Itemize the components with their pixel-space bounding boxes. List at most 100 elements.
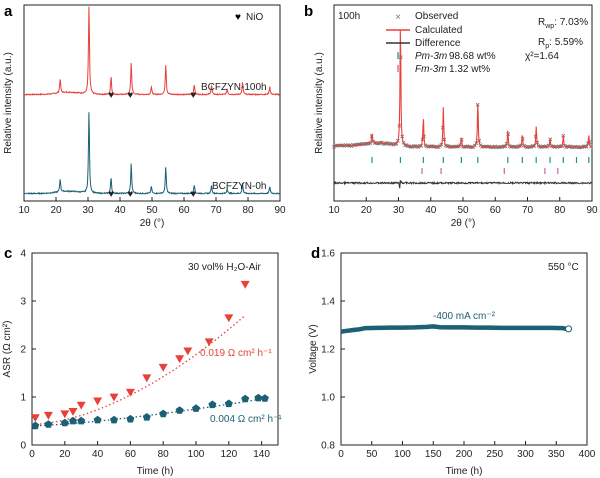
- panel-d-xtick-label: 150: [425, 449, 442, 460]
- series-bcfzyn-100h: [23, 6, 280, 96]
- panel-d-frame: [340, 252, 588, 446]
- panel-c-xtick-label: 0: [29, 449, 35, 460]
- panel-c-ytick-label: 3: [20, 297, 26, 308]
- panel-b: 10 20 30 40 50 60 70 80 90 2θ (°) Relative inten…: [314, 4, 598, 229]
- panel-a-xtick-label: 70: [210, 205, 222, 216]
- panel-b-xtick-label: 10: [328, 205, 340, 216]
- legend-calculated-label: Calculated: [415, 25, 462, 36]
- panel-b-xtick-label: 40: [425, 205, 437, 216]
- panel-d-current-label: -400 mA cm⁻²: [433, 311, 496, 322]
- panel-d-ytick-label: 1.2: [321, 345, 335, 356]
- panel-a-xtick-label: 80: [242, 205, 254, 216]
- panel-a-series-100h-label: BCFZYN-100h: [201, 82, 267, 93]
- panel-b-ylabel: Relative intensity (a.u.): [314, 52, 325, 154]
- teal-data-point: [208, 400, 217, 409]
- panel-b-frame: [333, 4, 593, 202]
- voltage-end-marker: [565, 325, 573, 333]
- red-data-point: [68, 408, 78, 416]
- panel-a-xtick-label: 60: [178, 205, 190, 216]
- panel-c-red-fit-label: 0.019 Ω cm² h⁻¹: [200, 348, 272, 359]
- nio-marker-heart-icon: ♥: [108, 90, 114, 101]
- red-data-point: [30, 414, 40, 423]
- panel-d-xtick-label: 300: [517, 449, 534, 460]
- teal-data-point: [110, 415, 118, 424]
- panel-d-ytick-label: 0.8: [321, 441, 335, 452]
- red-data-point: [204, 338, 214, 347]
- panel-a-letter: a: [4, 3, 13, 20]
- red-data-point: [224, 314, 234, 323]
- panel-d: 0 50 100 150 200 250 300 350 4000.81.01.21.41.6 …: [308, 249, 596, 478]
- red-data-point: [240, 280, 250, 289]
- red-data-point: [142, 374, 152, 383]
- panel-a-xtick-label: 10: [18, 205, 30, 216]
- panel-b-xtick-label: 30: [393, 205, 405, 216]
- teal-data-point: [254, 393, 263, 402]
- panel-c-ylabel: ASR (Ω cm²): [2, 321, 13, 378]
- panel-c: 0 20 40 60 80 100 120 140 0 1 2 3 4 Time (h) ASR (Ω …: [2, 249, 282, 478]
- nio-marker-heart-icon: ♥: [108, 189, 114, 200]
- panel-a-xtick-label: 50: [146, 205, 158, 216]
- stat-chi2: χ²=1.64: [525, 51, 559, 62]
- panel-d-ytick-label: 1.4: [321, 297, 335, 308]
- red-data-point: [43, 411, 53, 420]
- nio-marker-heart-icon: ♥: [127, 189, 133, 200]
- panel-b-xtick-label: 70: [522, 205, 534, 216]
- panel-c-xtick-label: 40: [92, 449, 104, 460]
- difference-curve: [333, 180, 593, 189]
- stat-rp: Rp: 5.59%: [538, 37, 583, 50]
- panel-c-xlabel: Time (h): [137, 466, 174, 477]
- red-data-point: [175, 355, 185, 364]
- red-data-point: [125, 388, 135, 397]
- legend-fm3m-label: Fm-3m: [415, 64, 447, 75]
- red-data-point: [76, 401, 86, 410]
- panel-c-ytick-label: 0: [20, 441, 26, 452]
- teal-data-point: [142, 413, 151, 421]
- teal-data-point: [31, 421, 40, 430]
- panel-d-ytick-label: 1.6: [321, 249, 335, 260]
- teal-data-point: [60, 418, 69, 427]
- red-data-point: [109, 393, 119, 402]
- panel-c-letter: c: [4, 245, 12, 262]
- series-bcfzyn-0h: [23, 112, 281, 196]
- red-data-point: [60, 410, 70, 419]
- panel-b-xtick-label: 80: [554, 205, 566, 216]
- panel-a-xtick-label: 40: [114, 205, 126, 216]
- panel-b-xtick-label: 90: [586, 205, 598, 216]
- panel-d-xlabel: Time (h): [446, 466, 483, 477]
- panel-d-letter: d: [311, 245, 320, 262]
- stat-rwp: Rwp: 7.03%: [538, 17, 588, 30]
- panel-d-xtick-label: 50: [366, 449, 378, 460]
- panel-a-series-0h-label: BCFZYN-0h: [212, 181, 266, 192]
- panel-b-xlabel: 2θ (°): [451, 218, 476, 229]
- panel-d-temperature: 550 °C: [548, 262, 579, 273]
- legend-difference-label: Difference: [415, 38, 461, 49]
- teal-data-point: [175, 406, 184, 414]
- panel-c-xtick-label: 120: [220, 449, 237, 460]
- legend-pm3m-wt: 98.68 wt%: [449, 51, 496, 62]
- panel-d-xtick-label: 350: [548, 449, 565, 460]
- teal-data-point: [69, 416, 77, 425]
- panel-c-ytick-label: 2: [20, 345, 26, 356]
- panel-a-xtick-label: 20: [50, 205, 62, 216]
- panel-c-ytick-label: 1: [20, 393, 26, 404]
- red-data-point: [183, 347, 193, 356]
- panel-a-legend-nio: NiO: [246, 12, 263, 23]
- panel-a-xlabel: 2θ (°): [140, 218, 165, 229]
- panel-c-ytick-label: 4: [20, 249, 26, 260]
- red-fit-line: [31, 314, 246, 426]
- panel-d-xtick-label: 100: [394, 449, 411, 460]
- panel-d-ytick-label: 1.0: [321, 393, 335, 404]
- panel-d-ylabel: Voltage (V): [308, 324, 319, 373]
- panel-a-ylabel: Relative intensity (a.u.): [3, 52, 14, 154]
- teal-data-point: [77, 416, 86, 425]
- panel-b-xtick-label: 60: [490, 205, 502, 216]
- panel-c-xtick-label: 80: [158, 449, 170, 460]
- panel-b-xtick-label: 50: [457, 205, 469, 216]
- panel-d-xtick-label: 200: [456, 449, 473, 460]
- heart-icon: ♥: [235, 12, 241, 23]
- teal-data-point: [44, 420, 53, 428]
- teal-data-point: [241, 394, 250, 403]
- voltage-curve: [340, 324, 568, 334]
- panel-d-xtick-label: 0: [338, 449, 344, 460]
